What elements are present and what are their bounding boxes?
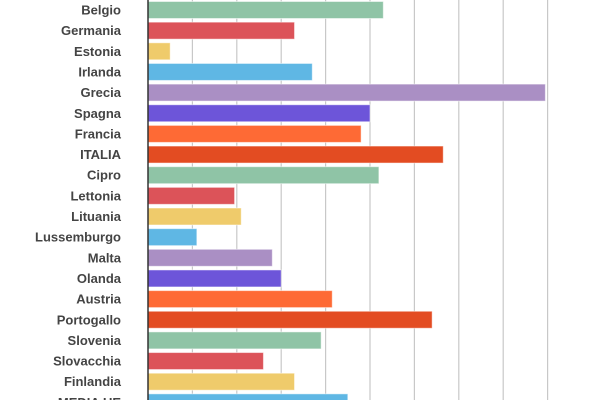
category-label: Cipro (87, 168, 121, 183)
category-label: Lettonia (70, 188, 121, 203)
category-label: Francia (75, 126, 122, 141)
bar (147, 331, 322, 350)
category-label: Slovenia (68, 333, 122, 348)
category-label: Portogallo (57, 312, 121, 327)
bar (147, 290, 333, 309)
bar (147, 145, 444, 164)
bar (147, 352, 264, 371)
category-label: Estonia (74, 44, 122, 59)
category-label: Belgio (81, 3, 121, 18)
bar (147, 186, 236, 205)
category-label: Irlanda (78, 64, 121, 79)
bar (147, 248, 273, 267)
category-label: Malta (88, 250, 122, 265)
category-label: Germania (61, 23, 122, 38)
bar (147, 21, 296, 40)
bar (147, 1, 384, 19)
category-label: MEDIA UE (58, 395, 121, 400)
category-label: Lituania (71, 209, 122, 224)
bar (147, 393, 349, 400)
category-label: Lussemburgo (35, 230, 121, 245)
bar (147, 42, 171, 61)
category-label: ITALIA (80, 147, 122, 162)
bar (147, 166, 380, 185)
bar (147, 124, 362, 143)
bar (147, 83, 546, 102)
bar (147, 104, 371, 123)
bar (147, 310, 433, 329)
bar (147, 269, 282, 288)
category-label: Olanda (77, 271, 122, 286)
category-label: Finlandia (64, 374, 122, 389)
category-label: Spagna (74, 106, 122, 121)
category-label: Grecia (81, 85, 122, 100)
category-label: Slovacchia (53, 354, 122, 369)
bar (147, 372, 296, 391)
bar (147, 207, 242, 226)
category-label: Austria (76, 292, 122, 307)
bar (147, 62, 313, 81)
bar (147, 228, 198, 247)
